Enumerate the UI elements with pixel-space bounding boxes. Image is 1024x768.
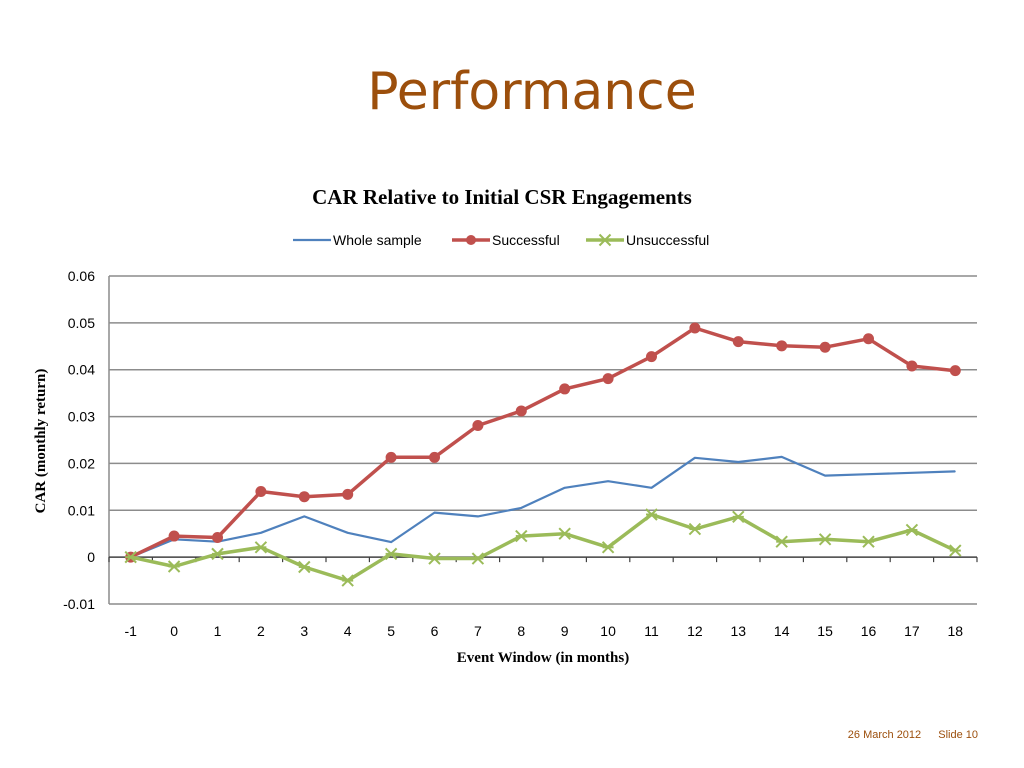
data-point (824, 475, 826, 477)
data-point (602, 373, 614, 385)
slide-title: Performance (367, 62, 697, 122)
data-point (737, 461, 739, 463)
chart-legend: Whole sample Successful Unsuccessful (293, 232, 709, 248)
data-point (868, 473, 869, 475)
data-point (520, 507, 522, 509)
data-point (776, 340, 788, 352)
x-tick-label: 0 (170, 623, 178, 639)
x-tick-label: 3 (300, 623, 308, 639)
data-point (651, 487, 652, 489)
footer-slide-number: Slide 10 (938, 729, 978, 741)
x-tick-label: 12 (687, 623, 703, 639)
legend-label: Successful (492, 232, 560, 248)
data-point (429, 451, 440, 463)
data-point (559, 383, 571, 395)
legend-label: Whole sample (333, 232, 422, 248)
data-point (390, 541, 392, 543)
series-line (130, 455, 956, 559)
data-point (342, 488, 354, 500)
data-point (564, 487, 566, 489)
x-tick-label: 1 (214, 623, 222, 639)
x-tick-label: 6 (431, 623, 439, 639)
y-tick-label: 0.02 (68, 455, 95, 471)
chart-grid (109, 275, 977, 605)
data-point (607, 480, 609, 482)
y-tick-label: 0 (87, 549, 95, 565)
x-tick-label: 17 (904, 623, 920, 639)
x-tick-label: 4 (344, 623, 352, 639)
data-point (781, 456, 783, 458)
data-point (347, 532, 349, 534)
data-point (212, 531, 223, 543)
legend-item: Whole sample (293, 232, 422, 248)
series-whole-sample (130, 455, 956, 559)
y-tick-label: 0.06 (68, 268, 95, 284)
data-point (954, 470, 956, 472)
y-tick-label: -0.01 (63, 596, 95, 612)
y-tick-label: 0.01 (68, 502, 95, 518)
data-point (255, 486, 267, 498)
x-tick-label: 15 (817, 623, 833, 639)
series-line (129, 326, 956, 559)
series-unsuccessful (124, 508, 962, 587)
data-point (385, 451, 397, 463)
x-tick-label: 7 (474, 623, 482, 639)
x-tick-label: 8 (517, 623, 525, 639)
x-tick-label: 16 (861, 623, 877, 639)
data-point (906, 360, 918, 372)
legend-marker (466, 235, 476, 245)
data-point (477, 515, 479, 517)
data-point (949, 365, 961, 377)
x-tick-label: 11 (644, 623, 659, 639)
x-tick-label: 10 (600, 623, 616, 639)
x-tick-label: 2 (257, 623, 265, 639)
y-axis-label: CAR (monthly return) (33, 369, 49, 514)
y-tick-label: 0.03 (68, 409, 95, 425)
x-axis-label: Event Window (in months) (457, 650, 629, 666)
data-point (260, 532, 262, 534)
chart-series (124, 322, 962, 587)
slide-footer: 26 March 2012 Slide 10 (834, 729, 978, 741)
data-point (515, 405, 527, 417)
x-tick-label: 18 (948, 623, 964, 639)
y-tick-label: 0.04 (68, 362, 95, 378)
data-point (298, 491, 310, 503)
data-point (472, 419, 484, 431)
legend-item: Successful (452, 232, 560, 248)
legend-label: Unsuccessful (626, 232, 709, 248)
x-tick-label: -1 (124, 623, 137, 639)
data-point (863, 333, 874, 345)
legend-item: Unsuccessful (586, 232, 709, 248)
data-point (732, 336, 744, 348)
series-line (130, 512, 957, 583)
x-tick-label: 14 (774, 623, 790, 639)
y-tick-label: 0.05 (68, 315, 95, 331)
footer-date: 26 March 2012 (847, 729, 922, 741)
x-tick-label: 9 (561, 623, 569, 639)
data-point (694, 457, 696, 459)
x-tick-label: 13 (731, 623, 747, 639)
data-point (303, 515, 305, 517)
data-point (911, 472, 913, 474)
data-point (434, 512, 435, 514)
data-point (689, 322, 701, 334)
data-point (646, 351, 657, 363)
series-successful (125, 322, 961, 563)
chart-title: CAR Relative to Initial CSR Engagements (312, 185, 692, 209)
data-point (168, 530, 180, 542)
data-point (819, 341, 831, 353)
x-tick-label: 5 (387, 623, 395, 639)
